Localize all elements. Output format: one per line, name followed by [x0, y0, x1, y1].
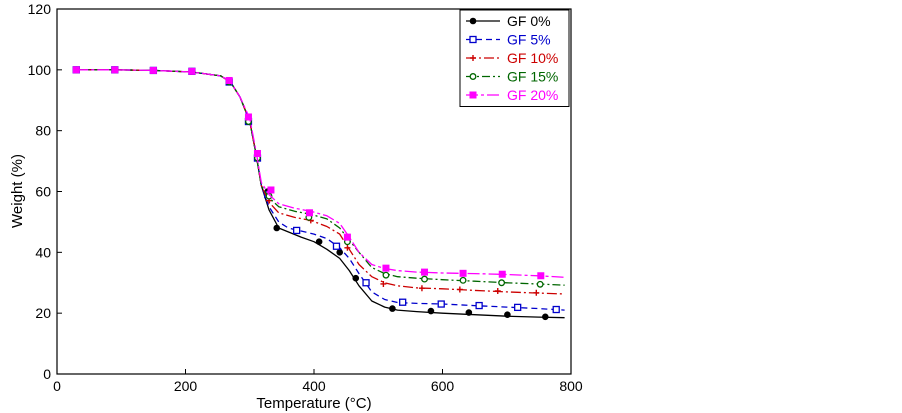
data-point-gf-20	[111, 66, 119, 74]
data-point-gf-20	[343, 233, 351, 241]
data-point-gf-0	[352, 274, 360, 282]
y-axis-title: Weight (%)	[9, 154, 26, 228]
data-point-gf-5	[362, 279, 370, 287]
data-point-gf-0	[427, 307, 435, 315]
series-layer	[72, 66, 565, 321]
data-point-gf-0	[273, 224, 281, 232]
legend-label: GF 10%	[507, 50, 558, 66]
legend-label: GF 15%	[507, 69, 558, 85]
legend-item-gf-20: GF 20%	[466, 87, 558, 103]
y-tick-label: 120	[28, 1, 52, 17]
data-point-gf-20	[306, 209, 314, 217]
legend-marker	[469, 35, 477, 44]
data-point-gf-10	[380, 280, 387, 287]
x-tick-label: 200	[174, 378, 198, 394]
data-point-gf-5	[475, 301, 483, 310]
y-tick-label: 0	[43, 366, 51, 382]
data-point-gf-20	[149, 66, 157, 74]
x-axis-title: Temperature (°C)	[256, 395, 371, 412]
data-point-gf-10	[456, 286, 463, 293]
data-point-gf-15	[536, 280, 544, 288]
y-tick-label: 60	[35, 184, 51, 200]
data-point-gf-15	[382, 271, 390, 279]
data-point-gf-5	[552, 305, 560, 314]
data-point-gf-5	[293, 226, 301, 235]
y-tick-label: 20	[35, 305, 51, 321]
x-tick-label: 600	[431, 378, 455, 394]
data-point-gf-0	[336, 249, 344, 256]
data-point-gf-20	[244, 113, 252, 121]
legend-label: GF 20%	[507, 87, 558, 103]
data-point-gf-20	[382, 264, 390, 272]
data-point-gf-20	[498, 270, 506, 278]
data-point-gf-20	[267, 186, 275, 194]
legend-marker	[469, 73, 477, 80]
legend-item-gf-5: GF 5%	[466, 32, 551, 48]
legend-item-gf-0: GF 0%	[466, 13, 551, 29]
data-point-gf-5	[514, 303, 522, 312]
legend-label: GF 0%	[507, 13, 551, 29]
data-point-gf-0	[389, 305, 396, 312]
data-point-gf-20	[459, 269, 467, 277]
legend: GF 0% GF 5% GF 10% GF 15% GF 20%	[459, 9, 570, 107]
y-tick-label: 100	[28, 62, 52, 78]
data-point-gf-10	[418, 285, 425, 292]
x-tick-label: 800	[559, 378, 583, 394]
data-point-gf-10	[494, 287, 501, 294]
data-point-gf-0	[504, 311, 511, 318]
data-point-gf-10	[533, 289, 540, 296]
legend-marker	[469, 17, 477, 25]
legend-box	[459, 9, 570, 107]
data-point-gf-5	[437, 300, 445, 308]
axis-ticks: 0 200 400 600 800 0 20 40 60 80 100 120	[28, 1, 583, 394]
legend-marker	[470, 55, 476, 61]
data-point-gf-20	[253, 149, 261, 157]
data-point-gf-20	[537, 272, 545, 280]
legend-item-gf-15: GF 15%	[466, 69, 558, 85]
legend-marker	[469, 91, 477, 99]
x-tick-label: 400	[302, 378, 326, 394]
data-point-gf-15	[498, 279, 506, 287]
data-point-gf-0	[465, 309, 473, 316]
data-point-gf-20	[188, 67, 196, 75]
legend-label: GF 5%	[507, 32, 551, 48]
data-point-gf-5	[332, 242, 341, 250]
y-tick-label: 40	[35, 244, 51, 260]
series-gf-20	[72, 66, 565, 280]
x-tick-label: 0	[53, 378, 61, 394]
data-point-gf-10	[344, 244, 351, 251]
y-tick-label: 80	[35, 123, 51, 139]
data-point-gf-20	[225, 76, 233, 84]
data-point-gf-0	[542, 313, 549, 321]
legend-item-gf-10: GF 10%	[466, 50, 558, 66]
data-point-gf-0	[315, 238, 323, 245]
data-point-gf-15	[421, 275, 428, 283]
data-point-gf-15	[459, 276, 467, 284]
data-point-gf-20	[421, 268, 429, 276]
data-point-gf-5	[399, 298, 407, 306]
data-point-gf-20	[72, 66, 80, 74]
